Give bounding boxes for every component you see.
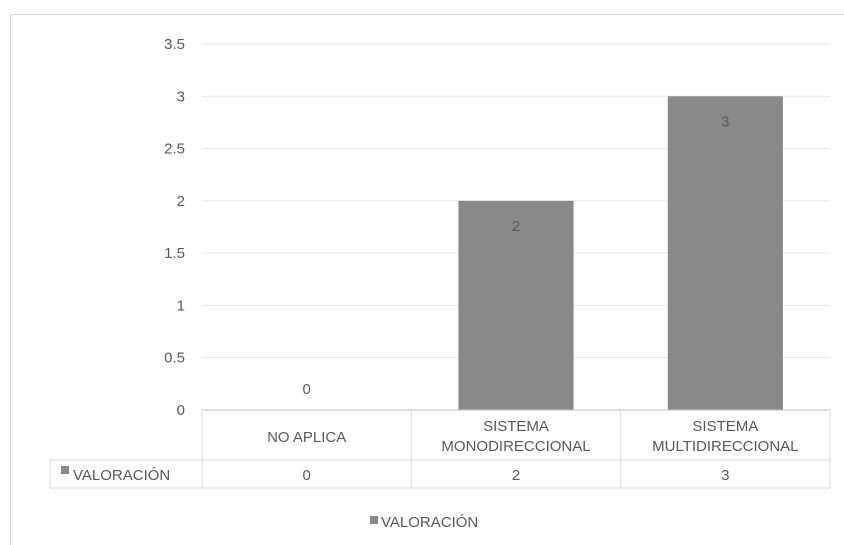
y-axis-tick-labels: 0 0.5 1 1.5 2 2.5 3 3.5 (164, 36, 185, 419)
y-tick-label: 0.5 (164, 350, 185, 367)
table-cell-value: 3 (721, 467, 729, 484)
table-series-name: VALORACIÓN (73, 467, 170, 484)
y-tick-label: 1 (177, 297, 185, 314)
bars (458, 96, 783, 411)
legend: VALORACIÓN (370, 514, 478, 531)
y-tick-label: 2.5 (164, 141, 185, 158)
x-tick-label: SISTEMA (692, 418, 758, 435)
data-table: NO APLICA 0 SISTEMA MONODIRECCIONAL 2 SISTEMA… (49, 409, 831, 489)
data-label: 0 (302, 381, 310, 398)
table-cell-value: 2 (512, 467, 520, 484)
x-tick-label: MULTIDIRECCIONAL (652, 438, 798, 455)
y-tick-label: 3 (177, 88, 185, 105)
legend-label: VALORACIÓN (381, 514, 478, 531)
bar (458, 200, 574, 410)
data-label: 3 (721, 113, 729, 130)
y-tick-label: 2 (177, 193, 185, 210)
table-cell-value: 0 (302, 467, 310, 484)
y-tick-label: 1.5 (164, 245, 185, 262)
y-tick-label: 3.5 (164, 36, 185, 53)
data-label: 2 (512, 218, 520, 235)
x-tick-label: NO APLICA (267, 429, 346, 446)
bar (667, 96, 783, 411)
data-labels: 0 2 3 (302, 113, 729, 398)
legend-key (370, 516, 378, 524)
x-tick-label: SISTEMA (483, 418, 549, 435)
x-tick-label: MONODIRECCIONAL (441, 438, 590, 455)
table-series-key (61, 466, 69, 474)
y-tick-label: 0 (177, 402, 185, 419)
chart-frame (10, 14, 844, 545)
